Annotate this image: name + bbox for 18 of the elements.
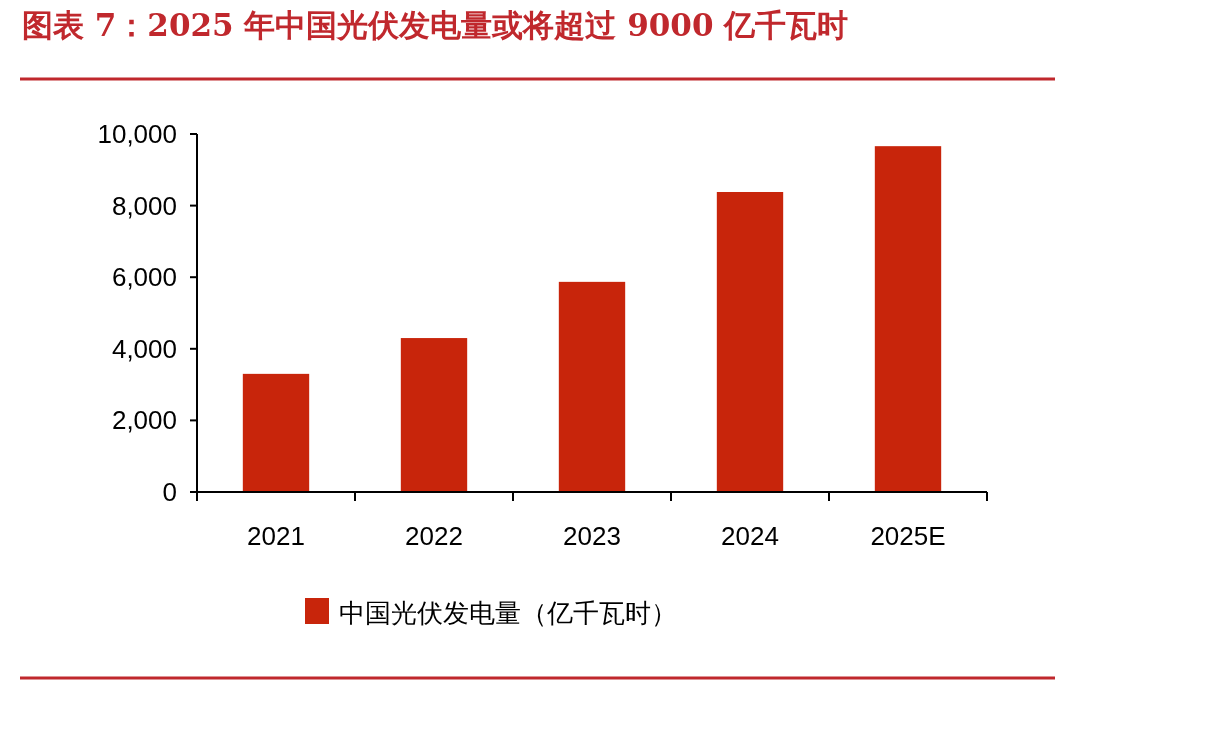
y-tick-label: 0 (162, 477, 177, 507)
x-tick-label: 2025E (870, 521, 946, 551)
bar (558, 281, 626, 492)
y-tick-label: 10,000 (97, 119, 177, 149)
bar (874, 146, 942, 492)
x-tick-label: 2021 (247, 521, 305, 551)
bar (242, 373, 310, 492)
chart-title: 图表 7：2025 年中国光伏发电量或将超过 9000 亿千瓦时 (22, 7, 849, 43)
x-tick-label: 2022 (405, 521, 463, 551)
y-tick-label: 4,000 (111, 333, 177, 364)
y-tick-label: 6,000 (111, 262, 177, 293)
bar (716, 192, 784, 492)
y-tick-label: 2,000 (111, 405, 177, 436)
x-tick-label: 2024 (721, 521, 779, 551)
x-tick-label: 2023 (563, 521, 621, 551)
legend-label: 中国光伏发电量（亿千瓦时） (339, 598, 677, 628)
y-tick-label: 8,000 (111, 190, 177, 221)
bar (400, 338, 468, 492)
